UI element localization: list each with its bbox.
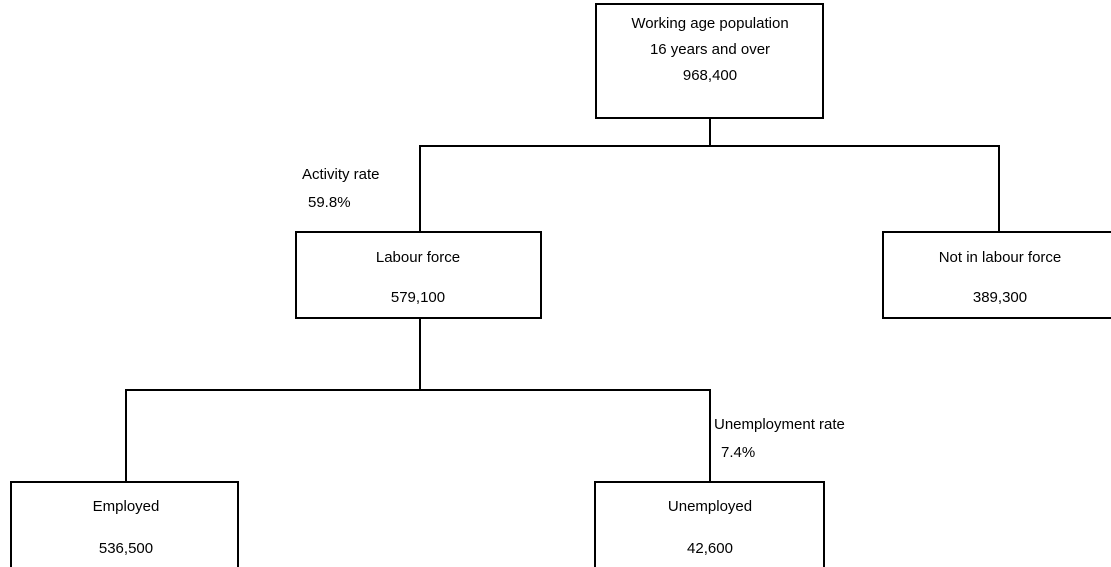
rate-label: Unemployment rate xyxy=(714,416,845,433)
node-value: 536,500 xyxy=(99,540,153,557)
node-value: 968,400 xyxy=(683,67,737,84)
node-value: 579,100 xyxy=(391,289,445,306)
node-label: Working age population xyxy=(631,15,788,32)
node-value: 42,600 xyxy=(687,540,733,557)
node-label: Labour force xyxy=(376,249,460,266)
rate-value: 7.4% xyxy=(721,444,755,461)
node-label: Not in labour force xyxy=(939,249,1062,266)
node-box xyxy=(882,231,1111,319)
node-box xyxy=(295,231,542,319)
rate-value: 59.8% xyxy=(308,194,351,211)
node-label: 16 years and over xyxy=(650,41,770,58)
rate-label: Activity rate xyxy=(302,166,380,183)
node-value: 389,300 xyxy=(973,289,1027,306)
node-box xyxy=(594,481,825,567)
node-box xyxy=(10,481,239,567)
node-box xyxy=(595,3,824,119)
node-label: Employed xyxy=(93,498,160,515)
node-label: Unemployed xyxy=(668,498,752,515)
